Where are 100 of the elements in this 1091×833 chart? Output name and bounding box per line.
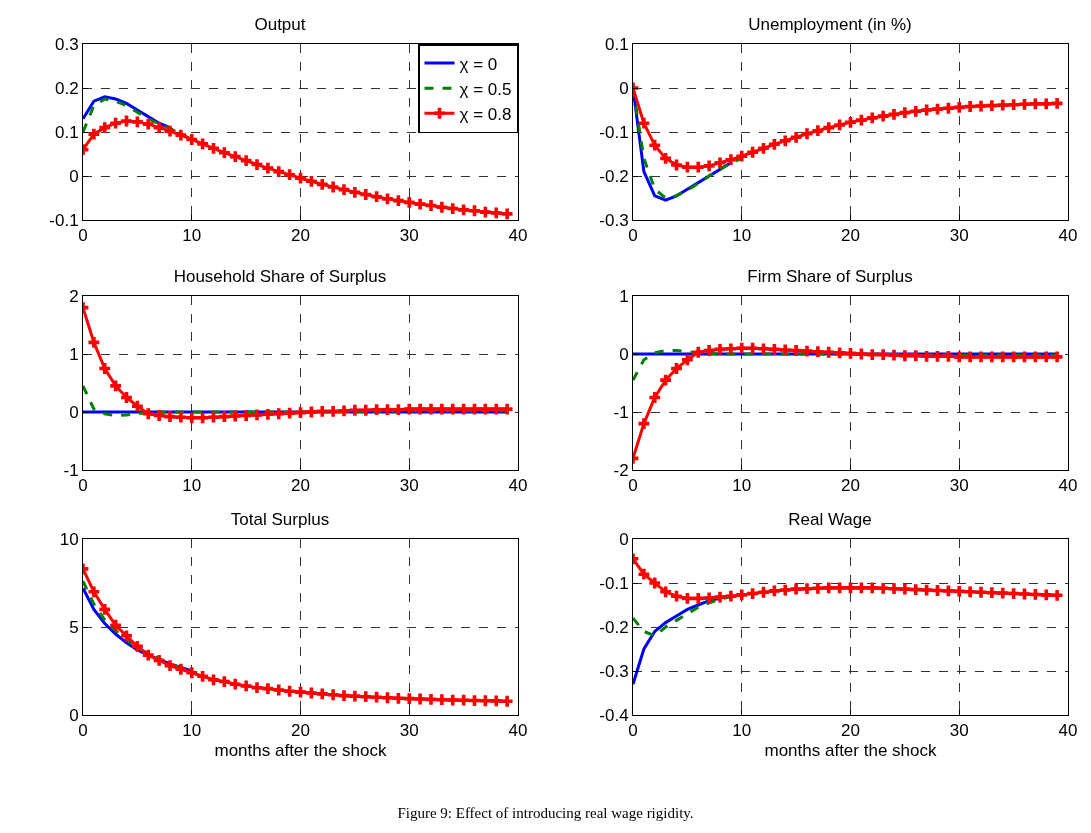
point [99, 604, 111, 615]
point [855, 582, 867, 594]
point [360, 404, 372, 416]
point [855, 348, 867, 360]
point [197, 412, 209, 424]
point [490, 207, 502, 219]
point [725, 154, 737, 166]
point [186, 134, 198, 145]
point [490, 695, 502, 707]
point [349, 404, 361, 416]
point [899, 107, 911, 119]
point [649, 392, 661, 403]
point [942, 102, 954, 114]
y-tick-label: 0.1 [604, 34, 629, 54]
point [186, 667, 198, 679]
y-tick-label: -1 [613, 402, 629, 422]
chart-title: Total Surplus [230, 509, 330, 529]
point [899, 350, 911, 362]
point [888, 583, 900, 595]
point [175, 129, 187, 141]
point [790, 583, 802, 595]
point [360, 189, 372, 200]
point [479, 403, 491, 415]
chart-title: Unemployment (in %) [748, 14, 912, 34]
point [725, 590, 737, 602]
point [1029, 351, 1041, 363]
point [458, 204, 470, 216]
point [458, 694, 470, 706]
point [436, 201, 448, 213]
y-tick-label: -0.3 [599, 210, 629, 230]
y-tick-label: -1 [63, 460, 79, 480]
point [295, 172, 306, 184]
point [1008, 99, 1020, 111]
x-tick-label: 20 [841, 226, 860, 246]
point [186, 412, 198, 424]
x-tick-label: 30 [399, 226, 419, 246]
point [790, 131, 802, 143]
point [975, 100, 987, 112]
x-tick-label: 10 [182, 226, 202, 246]
x-tick-label: 20 [291, 721, 310, 741]
x-axis-title: months after the shock [214, 740, 387, 760]
point [240, 680, 252, 692]
x-tick-label: 30 [949, 226, 969, 246]
point [414, 693, 426, 705]
point [88, 128, 100, 140]
point [414, 198, 426, 210]
point [425, 200, 437, 211]
point [479, 695, 491, 707]
point [714, 157, 726, 169]
chart-title: Household Share of Surplus [173, 266, 387, 286]
x-tick-label: 40 [508, 226, 528, 246]
y-tick-label: 0 [619, 529, 629, 549]
x-tick-label: 20 [841, 721, 860, 741]
point [910, 584, 922, 595]
point [229, 678, 241, 690]
point [99, 122, 111, 133]
point [638, 418, 650, 429]
x-tick-label: 10 [732, 476, 752, 496]
point [382, 193, 393, 205]
point [447, 403, 459, 415]
point [1019, 98, 1030, 110]
point [197, 670, 209, 682]
point [910, 105, 922, 117]
point [99, 363, 111, 374]
x-tick-label: 40 [1058, 721, 1078, 741]
chart-title: Real Wage [788, 509, 872, 529]
point [997, 99, 1009, 111]
legend-label: χ = 0.8 [459, 104, 512, 124]
x-tick-label: 30 [399, 721, 419, 741]
point [932, 103, 943, 115]
point [262, 683, 274, 694]
point [382, 692, 393, 704]
y-tick-label: -0.1 [599, 573, 629, 593]
point [779, 584, 791, 596]
point [392, 692, 404, 704]
point [823, 582, 835, 594]
x-tick-label: 40 [1058, 226, 1078, 246]
point [273, 166, 285, 177]
point [692, 346, 704, 358]
point [295, 686, 306, 698]
chart-title: Output [254, 14, 306, 34]
point [736, 589, 748, 601]
point [284, 407, 296, 419]
point [812, 582, 824, 594]
point [768, 585, 780, 597]
y-tick-label: 2 [69, 286, 79, 306]
point [458, 403, 470, 415]
legend-label: χ = 0 [459, 54, 498, 74]
y-tick-label: -0.3 [599, 661, 629, 681]
point [447, 203, 459, 214]
point [801, 583, 813, 595]
point [888, 109, 900, 120]
point [208, 411, 219, 423]
point [986, 351, 998, 363]
y-tick-label: 0 [69, 166, 79, 186]
point [942, 585, 954, 597]
point [403, 197, 415, 208]
point [175, 663, 187, 675]
x-tick-label: 40 [1058, 476, 1078, 496]
point [121, 115, 132, 127]
